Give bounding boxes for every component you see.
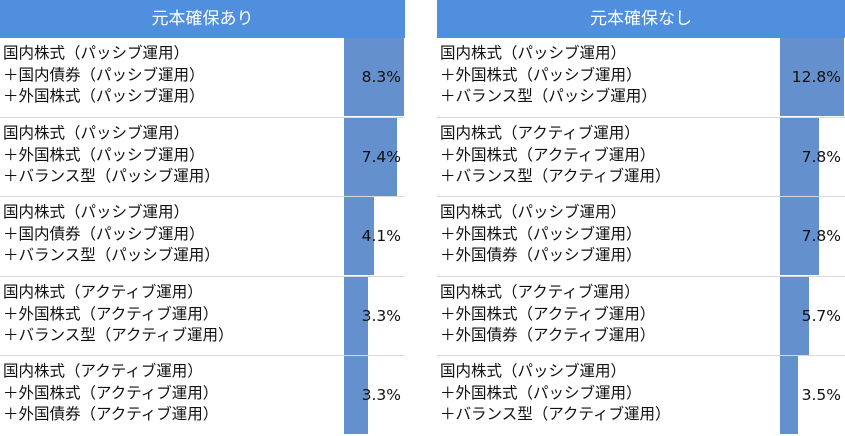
bar: [780, 277, 809, 355]
row-divider: [437, 196, 845, 197]
category-label-line: ＋バランス型（パッシブ運用）: [3, 167, 220, 185]
data-label: 7.8%: [801, 148, 841, 166]
chart-row: 国内株式（アクティブ運用） ＋外国株式（アクティブ運用） ＋外国債券（アクティブ運用…: [437, 277, 845, 355]
category-label-line: ＋外国株式（パッシブ運用）: [440, 224, 642, 243]
data-label: 3.3%: [361, 307, 401, 325]
bar: [344, 356, 368, 434]
data-label: 7.8%: [801, 227, 841, 245]
category-label-line: ＋外国債券（パッシブ運用）: [440, 246, 642, 264]
category-label-line: 国内株式（アクティブ運用）: [3, 362, 203, 380]
row-divider: [437, 117, 845, 118]
category-label-line: ＋バランス型（パッシブ運用）: [440, 87, 657, 105]
bar: [780, 118, 819, 196]
category-label: 国内株式（パッシブ運用） ＋外国株式（パッシブ運用） ＋バランス型（パッシブ運用）: [3, 123, 220, 188]
category-label-line: ＋バランス型（アクティブ運用）: [440, 405, 671, 423]
category-label-line: ＋バランス型（アクティブ運用）: [3, 326, 234, 344]
chart-row: 国内株式（アクティブ運用） ＋外国株式（アクティブ運用） ＋バランス型（アクティブ運…: [437, 118, 845, 196]
category-label: 国内株式（パッシブ運用） ＋国内債券（パッシブ運用） ＋外国株式（パッシブ運用）: [3, 43, 205, 108]
row-divider: [0, 355, 405, 356]
category-label-line: ＋外国株式（アクティブ運用）: [440, 304, 656, 323]
chart-row: 国内株式（パッシブ運用） ＋外国株式（パッシブ運用） ＋バランス型（パッシブ運用） 7…: [0, 118, 405, 196]
row-divider: [437, 276, 845, 277]
chart-row: 国内株式（パッシブ運用） ＋国内債券（パッシブ運用） ＋外国株式（パッシブ運用） 8.…: [0, 38, 405, 116]
category-label: 国内株式（アクティブ運用） ＋外国株式（アクティブ運用） ＋バランス型（アクティブ運…: [440, 123, 671, 188]
category-label-line: 国内株式（アクティブ運用）: [440, 283, 640, 301]
bar: [780, 38, 844, 116]
category-label-line: ＋外国株式（パッシブ運用）: [3, 87, 205, 105]
category-label-line: 国内株式（アクティブ運用）: [3, 283, 203, 301]
category-label: 国内株式（パッシブ運用） ＋外国株式（パッシブ運用） ＋外国債券（パッシブ運用）: [440, 202, 642, 267]
chart-row: 国内株式（パッシブ運用） ＋外国株式（パッシブ運用） ＋バランス型（アクティブ運用）…: [437, 356, 845, 434]
category-label-line: ＋外国株式（アクティブ運用）: [3, 304, 219, 323]
category-label: 国内株式（アクティブ運用） ＋外国株式（アクティブ運用） ＋外国債券（アクティブ運用…: [3, 361, 218, 426]
category-label-line: ＋国内債券（パッシブ運用）: [3, 224, 205, 243]
data-label: 3.3%: [361, 386, 401, 404]
category-label: 国内株式（パッシブ運用） ＋外国株式（パッシブ運用） ＋バランス型（アクティブ運用）: [440, 361, 671, 426]
bar: [344, 118, 397, 196]
category-label-line: ＋外国債券（アクティブ運用）: [440, 326, 656, 344]
data-label: 8.3%: [361, 68, 401, 86]
panel-principal-not-guaranteed: 元本確保なし 国内株式（パッシブ運用） ＋外国株式（パッシブ運用） ＋バランス型（パ…: [437, 0, 845, 436]
category-label-line: ＋バランス型（アクティブ運用）: [440, 167, 671, 185]
category-label: 国内株式（パッシブ運用） ＋国内債券（パッシブ運用） ＋バランス型（パッシブ運用）: [3, 202, 220, 267]
bar: [780, 356, 798, 434]
row-divider: [437, 355, 845, 356]
data-label: 5.7%: [801, 307, 841, 325]
bar: [344, 38, 404, 116]
category-label-line: ＋外国株式（パッシブ運用）: [440, 65, 642, 84]
category-label-line: 国内株式（パッシブ運用）: [440, 44, 627, 62]
category-label-line: ＋外国株式（パッシブ運用）: [3, 145, 205, 164]
chart-row: 国内株式（パッシブ運用） ＋外国株式（パッシブ運用） ＋バランス型（パッシブ運用） 1…: [437, 38, 845, 116]
chart-row: 国内株式（パッシブ運用） ＋外国株式（パッシブ運用） ＋外国債券（パッシブ運用） 7.…: [437, 197, 845, 275]
row-divider: [0, 117, 405, 118]
category-label-line: 国内株式（アクティブ運用）: [440, 124, 640, 142]
category-label-line: ＋外国債券（アクティブ運用）: [3, 405, 219, 423]
data-label: 7.4%: [361, 148, 401, 166]
panel-title: 元本確保なし: [437, 0, 845, 38]
bar: [780, 197, 819, 275]
category-label-line: 国内株式（パッシブ運用）: [440, 203, 627, 221]
chart-row: 国内株式（パッシブ運用） ＋国内債券（パッシブ運用） ＋バランス型（パッシブ運用） 4…: [0, 197, 405, 275]
category-label-line: 国内株式（パッシブ運用）: [3, 44, 190, 62]
category-label-line: 国内株式（パッシブ運用）: [3, 124, 190, 142]
chart-row: 国内株式（アクティブ運用） ＋外国株式（アクティブ運用） ＋外国債券（アクティブ運用…: [0, 356, 405, 434]
row-divider: [0, 196, 405, 197]
panel-principal-guaranteed: 元本確保あり 国内株式（パッシブ運用） ＋国内債券（パッシブ運用） ＋外国株式（パッ…: [0, 0, 405, 436]
category-label-line: ＋バランス型（パッシブ運用）: [3, 246, 220, 264]
category-label-line: ＋外国株式（アクティブ運用）: [440, 145, 656, 164]
panel-title: 元本確保あり: [0, 0, 405, 38]
category-label: 国内株式（パッシブ運用） ＋外国株式（パッシブ運用） ＋バランス型（パッシブ運用）: [440, 43, 657, 108]
data-label: 3.5%: [801, 386, 841, 404]
category-label-line: ＋外国株式（パッシブ運用）: [440, 383, 642, 402]
row-divider: [0, 276, 405, 277]
data-label: 4.1%: [361, 227, 401, 245]
bar: [344, 197, 374, 275]
category-label: 国内株式（アクティブ運用） ＋外国株式（アクティブ運用） ＋外国債券（アクティブ運用…: [440, 282, 655, 347]
category-label: 国内株式（アクティブ運用） ＋外国株式（アクティブ運用） ＋バランス型（アクティブ運…: [3, 282, 234, 347]
category-label-line: 国内株式（パッシブ運用）: [3, 203, 190, 221]
data-label: 12.8%: [791, 68, 841, 86]
category-label-line: 国内株式（パッシブ運用）: [440, 362, 627, 380]
category-label-line: ＋外国株式（アクティブ運用）: [3, 383, 219, 402]
bar: [344, 277, 368, 355]
category-label-line: ＋国内債券（パッシブ運用）: [3, 65, 205, 84]
chart-row: 国内株式（アクティブ運用） ＋外国株式（アクティブ運用） ＋バランス型（アクティブ運…: [0, 277, 405, 355]
